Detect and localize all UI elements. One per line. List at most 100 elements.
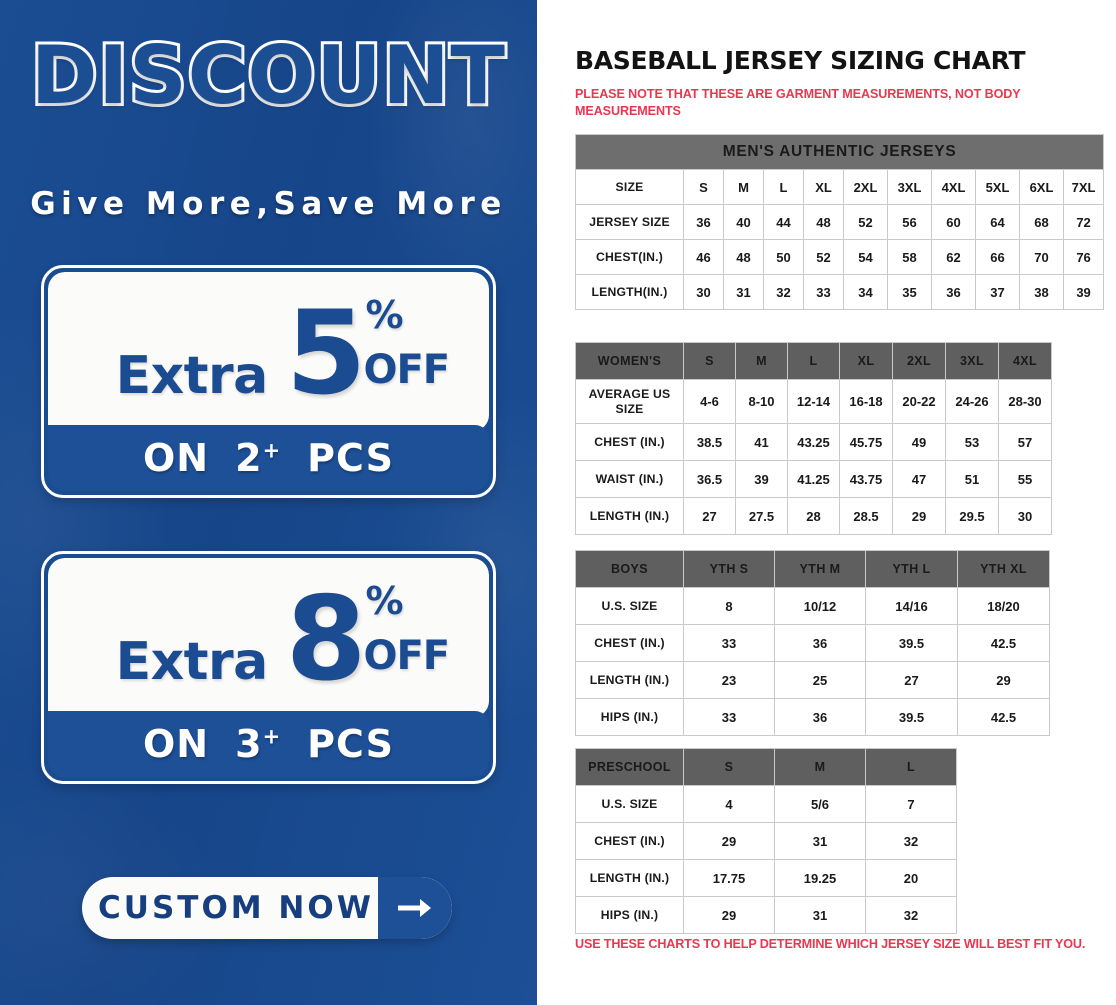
offer-headline-row: Extra 5 % OFF: [116, 285, 451, 421]
offer-percent-off-group: % OFF: [363, 575, 450, 679]
cell: 16-18: [839, 379, 893, 424]
table-row: CHEST(IN.) 46 48 50 52 54 58 62 66 70 76: [575, 239, 1105, 275]
cell: 40: [723, 204, 764, 240]
row-label: CHEST (IN.): [575, 822, 684, 860]
cell: 48: [803, 204, 844, 240]
womens-col-header: 3XL: [945, 342, 999, 380]
page-title: BASEBALL JERSEY SIZING CHART: [575, 46, 1026, 75]
cell: 49: [892, 423, 946, 461]
cell: 8-10: [735, 379, 788, 424]
cell: 29: [683, 822, 775, 860]
cell: 38: [1019, 274, 1064, 310]
cell: 12-14: [787, 379, 840, 424]
offer-quantity-number: 2: [235, 436, 263, 480]
cell: 43.25: [787, 423, 840, 461]
cell: 28: [787, 497, 840, 535]
mens-banner: MEN'S AUTHENTIC JERSEYS: [574, 134, 1105, 170]
cell: 66: [975, 239, 1020, 275]
womens-col-header: 4XL: [998, 342, 1052, 380]
cell: 70: [1019, 239, 1064, 275]
cell: 64: [975, 204, 1020, 240]
cell: 60: [931, 204, 976, 240]
cell: 20-22: [892, 379, 946, 424]
offer-card-5-percent[interactable]: Extra 5 % OFF ON 2+ PCS: [41, 265, 496, 498]
table-header-row: BOYS YTH S YTH M YTH L YTH XL: [575, 550, 1050, 588]
mens-col-header: 6XL: [1019, 169, 1064, 205]
cell: 28.5: [839, 497, 893, 535]
cell: 57: [998, 423, 1052, 461]
cell: 33: [683, 698, 775, 736]
cell: 35: [887, 274, 932, 310]
boys-col-header: YTH S: [683, 550, 775, 588]
row-label: HIPS (IN.): [575, 698, 684, 736]
row-label: U.S. SIZE: [575, 785, 684, 823]
cell: 68: [1019, 204, 1064, 240]
row-label: AVERAGE US SIZE: [575, 379, 684, 424]
cell: 27: [683, 497, 736, 535]
table-header-row: SIZE S M L XL 2XL 3XL 4XL 5XL 6XL 7XL: [575, 169, 1105, 205]
sizing-chart-panel: BASEBALL JERSEY SIZING CHART PLEASE NOTE…: [537, 0, 1116, 1005]
mens-col-header: 4XL: [931, 169, 976, 205]
offer-quantity-number: 3: [235, 722, 263, 766]
row-label: LENGTH(IN.): [575, 274, 684, 310]
cell: 8: [683, 587, 775, 625]
womens-sizing-table: WOMEN'S S M L XL 2XL 3XL 4XL AVERAGE US …: [575, 342, 1052, 535]
cell: 47: [892, 460, 946, 498]
custom-now-label: CUSTOM NOW: [98, 890, 374, 926]
cell: 36: [774, 698, 866, 736]
row-label: LENGTH (IN.): [575, 859, 684, 897]
offer-headline-area: Extra 5 % OFF: [48, 272, 489, 431]
mens-col-header: M: [723, 169, 764, 205]
row-label: CHEST (IN.): [575, 624, 684, 662]
row-label: U.S. SIZE: [575, 587, 684, 625]
cell: 33: [803, 274, 844, 310]
cell: 37: [975, 274, 1020, 310]
mens-col-header: L: [763, 169, 804, 205]
table-row: LENGTH(IN.) 30 31 32 33 34 35 36 37 38 3…: [575, 274, 1105, 310]
preschool-col-header: S: [683, 748, 775, 786]
offer-percent-amount: 5: [285, 285, 367, 421]
offer-off-label: OFF: [363, 632, 450, 679]
table-row: LENGTH (IN.) 17.75 19.25 20: [575, 859, 957, 897]
offer-quantity-plus: +: [262, 724, 282, 749]
table-row: WAIST (IN.) 36.5 39 41.25 43.75 47 51 55: [575, 460, 1052, 498]
cell: 31: [774, 822, 866, 860]
offer-card-8-percent[interactable]: Extra 8 % OFF ON 3+ PCS: [41, 551, 496, 784]
cell: 23: [683, 661, 775, 699]
offer-percent-amount: 8: [285, 571, 367, 707]
row-label: LENGTH (IN.): [575, 497, 684, 535]
cell: 56: [887, 204, 932, 240]
offer-percent-off-group: % OFF: [363, 289, 450, 393]
cell: 10/12: [774, 587, 866, 625]
table-row: U.S. SIZE 8 10/12 14/16 18/20: [575, 587, 1050, 625]
cell: 27: [865, 661, 958, 699]
row-label: LENGTH (IN.): [575, 661, 684, 699]
womens-col-header: XL: [839, 342, 893, 380]
cell: 27.5: [735, 497, 788, 535]
boys-sizing-table: BOYS YTH S YTH M YTH L YTH XL U.S. SIZE …: [575, 550, 1050, 736]
measurement-note: PLEASE NOTE THAT THESE ARE GARMENT MEASU…: [575, 87, 1021, 118]
cell: 30: [683, 274, 724, 310]
preschool-sizing-table: PRESCHOOL S M L U.S. SIZE 4 5/6 7 CHEST …: [575, 748, 957, 934]
offer-on-label: ON: [143, 722, 210, 766]
cell: 4: [683, 785, 775, 823]
row-label: JERSEY SIZE: [575, 204, 684, 240]
womens-col-header: S: [683, 342, 736, 380]
cell: 41.25: [787, 460, 840, 498]
table-header-row: WOMEN'S S M L XL 2XL 3XL 4XL: [575, 342, 1052, 380]
custom-now-button[interactable]: CUSTOM NOW: [82, 877, 452, 939]
cell: 58: [887, 239, 932, 275]
chart-footer-note: USE THESE CHARTS TO HELP DETERMINE WHICH…: [575, 937, 1086, 951]
womens-col-header: 2XL: [892, 342, 946, 380]
cell: 31: [774, 896, 866, 934]
cell: 25: [774, 661, 866, 699]
offer-quantity-plus: +: [262, 438, 282, 463]
row-label: WAIST (IN.): [575, 460, 684, 498]
offer-percent-symbol: %: [365, 292, 404, 337]
cell: 32: [865, 822, 957, 860]
cell: 42.5: [957, 698, 1050, 736]
cell: 28-30: [998, 379, 1052, 424]
table-header-row: PRESCHOOL S M L: [575, 748, 957, 786]
offer-condition-bar: ON 3+ PCS: [48, 711, 489, 777]
cell: 34: [843, 274, 888, 310]
